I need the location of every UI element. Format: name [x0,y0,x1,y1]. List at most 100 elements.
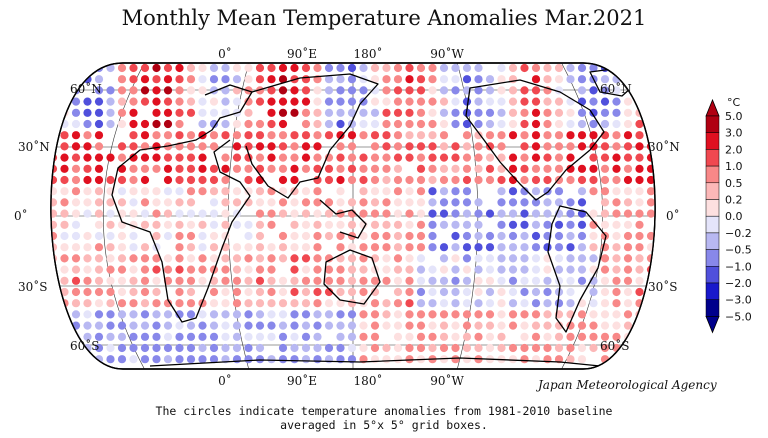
anomaly-dot [290,187,299,196]
anomaly-dot [255,276,265,285]
anomaly-dot [670,344,678,352]
agency-credit: Japan Meteorological Agency [538,378,717,392]
anomaly-dot [370,209,380,218]
anomaly-dot [129,86,138,95]
anomaly-dot [670,232,678,240]
anomaly-dot [71,97,81,106]
anomaly-dot [244,119,253,129]
anomaly-dot [209,131,219,140]
anomaly-dot [290,243,299,252]
coastlines [111,67,641,369]
anomaly-dot [26,165,34,173]
anomaly-dot [255,86,265,95]
anomaly-dot [531,97,541,106]
anomaly-dot [543,198,552,207]
anomaly-dot [221,299,230,308]
anomaly-dot [416,209,426,218]
anomaly-dot [106,63,115,73]
anomaly-dot [83,243,92,252]
anomaly-dot [129,209,138,218]
anomaly-dot [531,209,541,218]
anomaly-dot [221,198,230,207]
anomaly-dot [301,131,311,140]
anomaly-dot [129,321,138,330]
anomaly-dot [359,254,368,263]
anomaly-dot [26,254,34,262]
anomaly-dot [612,231,621,241]
anomaly-dot [37,120,45,128]
anomaly-dot [405,332,414,341]
colorbar-tick-label: −3.0 [725,294,752,307]
anomaly-dot [94,209,104,218]
anomaly-dot [485,231,495,241]
anomaly-dot [508,299,518,308]
anomaly-dot [382,220,391,229]
anomaly-dot [382,198,391,207]
anomaly-dot [94,175,104,185]
anomaly-dot [186,209,196,218]
anomaly-dot [543,131,552,140]
anomaly-dot [117,243,127,252]
coastline-1 [245,73,379,199]
anomaly-dot [278,164,288,173]
anomaly-dot [508,343,518,353]
anomaly-dot [83,63,92,73]
anomaly-dot [416,187,426,196]
anomaly-dot [290,287,299,297]
anomaly-dot [94,75,104,84]
anomaly-dot [175,187,184,196]
anomaly-dot [359,97,368,106]
anomaly-dot [267,97,276,106]
anomaly-dot [347,164,357,173]
anomaly-dot [71,276,81,285]
anomaly-dot [267,220,276,229]
anomaly-dot [347,142,357,151]
anomaly-dot [439,209,449,218]
anomaly-dot [416,276,426,285]
anomaly-dot [393,119,403,129]
anomaly-dot [658,310,666,318]
anomaly-dot [290,321,299,330]
anomaly-dot [658,333,666,341]
anomaly-dot [658,98,666,106]
anomaly-dot [290,231,299,241]
anomaly-dot [244,321,253,330]
anomaly-dot [670,266,678,274]
anomaly-dot [301,75,311,84]
anomaly-dot [186,108,196,117]
anomaly-dot [600,265,610,274]
anomaly-dot [50,153,58,162]
anomaly-dot [359,119,368,129]
anomaly-dot [554,299,564,308]
anomaly-dot [313,97,322,106]
anomaly-dot [520,164,529,173]
anomaly-dot [221,187,230,196]
anomaly-dot [359,187,368,196]
anomaly-dot [175,175,184,185]
coastline-5 [547,205,607,333]
anomaly-dot [612,131,621,140]
anomaly-dot [393,287,403,297]
anomaly-dot [681,232,689,240]
anomaly-dot [577,175,587,185]
anomaly-dot [347,97,357,106]
anomaly-dot [198,75,207,84]
anomaly-dot [232,220,242,229]
anomaly-dot [566,343,575,353]
anomaly-dot [382,355,391,364]
anomaly-dot [681,344,689,352]
anomaly-dot [301,321,311,330]
anomaly-dot [508,187,518,196]
anomaly-dot [635,321,644,330]
anomaly-dot [600,254,610,263]
anomaly-dot [324,265,334,274]
anomaly-dot [347,86,357,95]
anomaly-dot [244,164,253,173]
anomaly-dot [554,332,564,341]
anomaly-dot [152,254,161,263]
anomaly-dot [313,187,322,196]
anomaly-dot [209,75,219,84]
anomaly-dot [140,343,150,353]
anomaly-dot [577,131,587,140]
anomaly-dot [94,86,104,95]
